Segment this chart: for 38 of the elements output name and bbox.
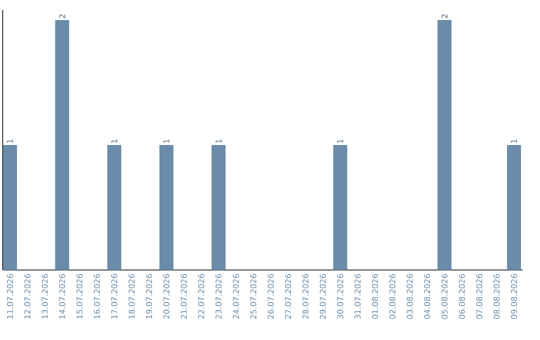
data-label: 2 [442, 14, 448, 18]
data-label: 1 [111, 139, 118, 143]
x-tick-label: 24.07.2026 [232, 274, 239, 319]
x-tick-label: 30.07.2026 [337, 274, 344, 319]
x-tick-label: 05.08.2026 [441, 274, 448, 319]
x-tick-label: 20.07.2026 [163, 274, 170, 319]
x-tick-label: 11.07.2026 [6, 274, 14, 318]
x-tick-label: 22.07.2026 [198, 274, 204, 319]
x-tick-label: 04.08.2026 [424, 274, 430, 319]
x-tick-label: 14.07.2026 [59, 274, 66, 318]
x-tick-label: 15.07.2026 [76, 274, 83, 318]
x-tick-label: 02.08.2026 [389, 274, 396, 319]
x-tick-label: 25.07.2026 [250, 274, 256, 319]
data-label: 1 [7, 139, 13, 143]
x-tick-label: 01.08.2026 [372, 274, 378, 319]
x-tick-label: 08.08.2026 [494, 274, 500, 319]
x-tick-label: 12.07.2026 [24, 274, 30, 318]
x-tick-label: 26.07.2026 [268, 274, 274, 319]
x-tick-label: 06.08.2026 [458, 274, 465, 319]
data-label: 2 [59, 14, 66, 18]
x-tick-label: 23.07.2026 [216, 274, 222, 319]
x-tick-label: 19.07.2026 [146, 274, 152, 318]
x-tick-label: 31.07.2026 [354, 274, 361, 319]
data-label: 1 [511, 139, 517, 143]
x-tick-label: 03.08.2026 [406, 274, 413, 319]
x-tick-label: 27.07.2026 [285, 274, 292, 319]
x-tick-label: 17.07.2026 [111, 274, 118, 318]
x-tick-label: 16.07.2026 [94, 274, 100, 318]
x-tick-label: 09.08.2026 [510, 274, 518, 319]
x-tick-label: 13.07.2026 [42, 274, 48, 318]
data-label: 1 [164, 139, 170, 143]
data-label: 1 [337, 139, 344, 143]
x-tick-label: 28.07.2026 [302, 274, 308, 319]
data-label: 1 [216, 139, 222, 143]
x-tick-label: 07.08.2026 [476, 274, 482, 319]
x-tick-label: 18.07.2026 [128, 274, 135, 318]
x-tick-label: 29.07.2026 [320, 274, 326, 319]
x-tick-label: 21.07.2026 [180, 274, 187, 319]
